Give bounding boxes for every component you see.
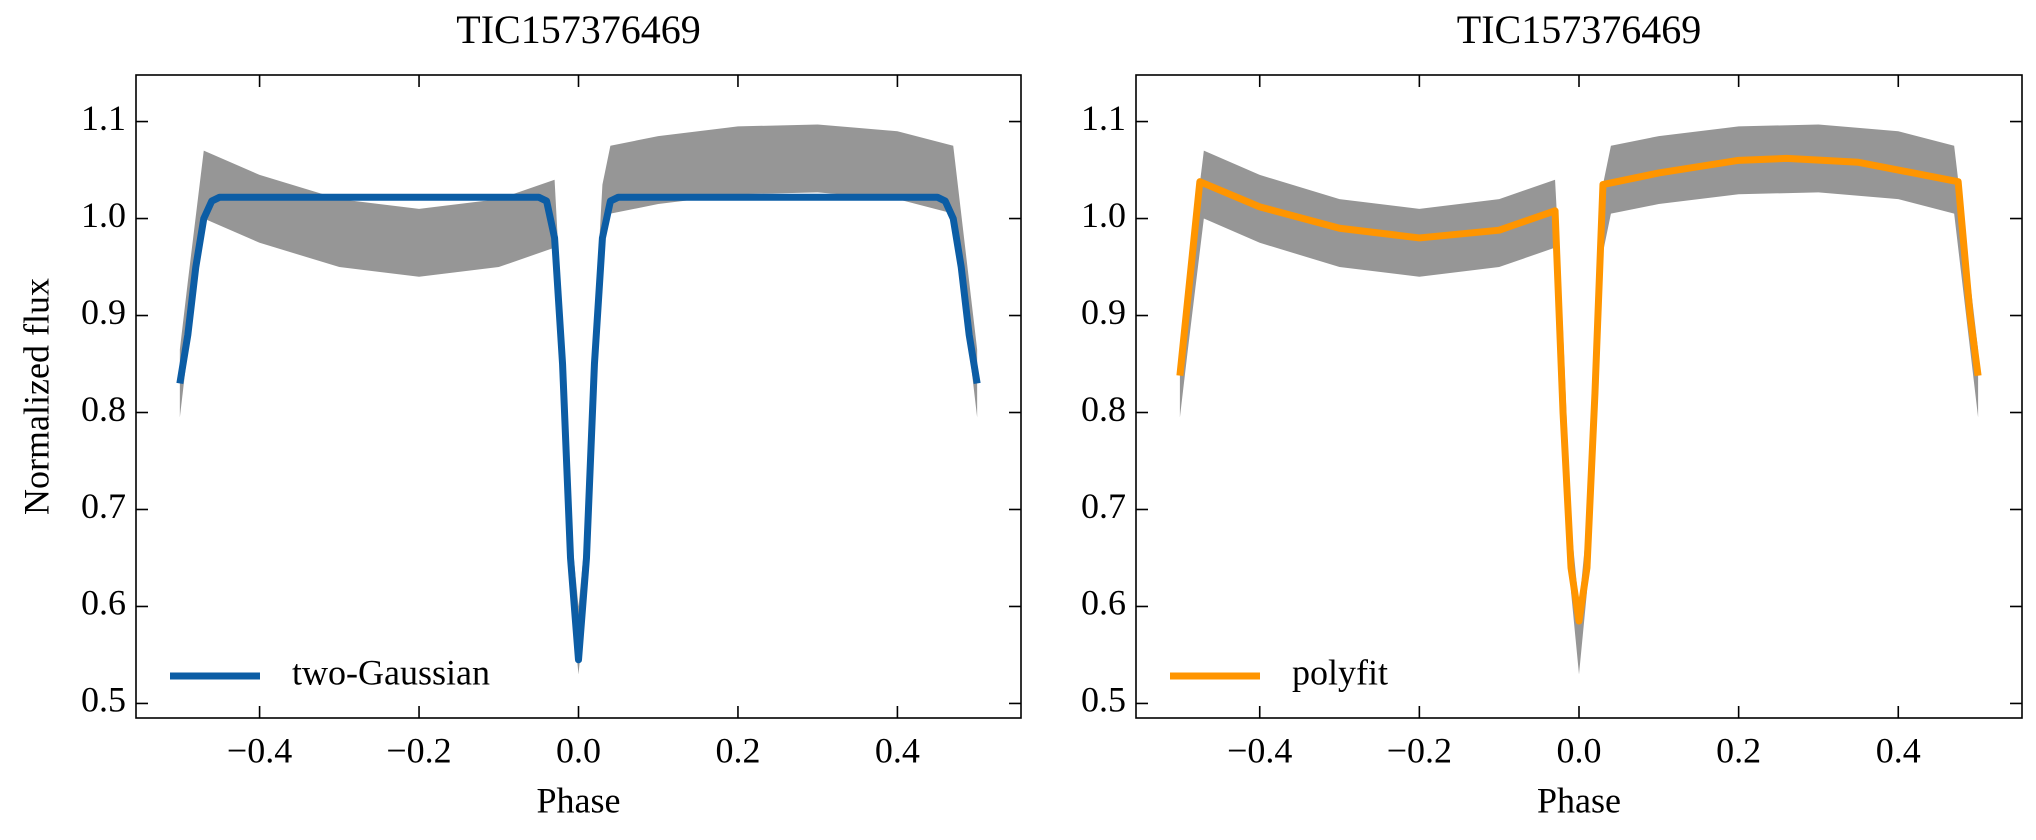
x-tick-label: −0.2 xyxy=(386,730,451,770)
plot-area xyxy=(1176,124,1982,675)
legend-label: polyfit xyxy=(1292,652,1388,692)
x-tick-label: 0.4 xyxy=(1876,730,1921,770)
x-tick-label: 0.4 xyxy=(875,730,920,770)
fit-line xyxy=(176,193,981,664)
x-tick-label: −0.4 xyxy=(1227,730,1292,770)
y-tick-label: 1.0 xyxy=(81,195,126,235)
plot-area xyxy=(176,124,981,675)
y-tick-label: 1.1 xyxy=(81,98,126,138)
x-tick-label: 0.2 xyxy=(715,730,760,770)
y-tick-label: 0.6 xyxy=(1081,583,1126,623)
x-tick-label: 0.0 xyxy=(1557,730,1602,770)
x-axis-label: Phase xyxy=(1537,780,1621,820)
y-tick-label: 0.8 xyxy=(1081,389,1126,429)
x-tick-label: 0.2 xyxy=(1716,730,1761,770)
y-tick-label: 0.9 xyxy=(81,292,126,332)
chart-title: TIC157376469 xyxy=(456,7,700,52)
y-tick-label: 0.9 xyxy=(1081,292,1126,332)
y-tick-label: 0.5 xyxy=(1081,680,1126,720)
fit-line xyxy=(1176,154,1982,625)
data-cloud xyxy=(1179,124,1979,675)
x-tick-label: −0.2 xyxy=(1387,730,1452,770)
y-tick-label: 0.7 xyxy=(1081,486,1126,526)
x-tick-label: −0.4 xyxy=(227,730,292,770)
y-tick-label: 0.5 xyxy=(81,680,126,720)
chart-title: TIC157376469 xyxy=(1457,7,1701,52)
legend-label: two-Gaussian xyxy=(292,652,490,692)
y-tick-label: 0.6 xyxy=(81,583,126,623)
data-cloud xyxy=(179,124,978,675)
x-axis-label: Phase xyxy=(537,780,621,820)
x-tick-label: 0.0 xyxy=(556,730,601,770)
y-tick-label: 0.8 xyxy=(81,389,126,429)
y-tick-label: 0.7 xyxy=(81,486,126,526)
y-axis-label: Normalized flux xyxy=(16,278,56,515)
y-tick-label: 1.0 xyxy=(1081,195,1126,235)
y-tick-label: 1.1 xyxy=(1081,98,1126,138)
